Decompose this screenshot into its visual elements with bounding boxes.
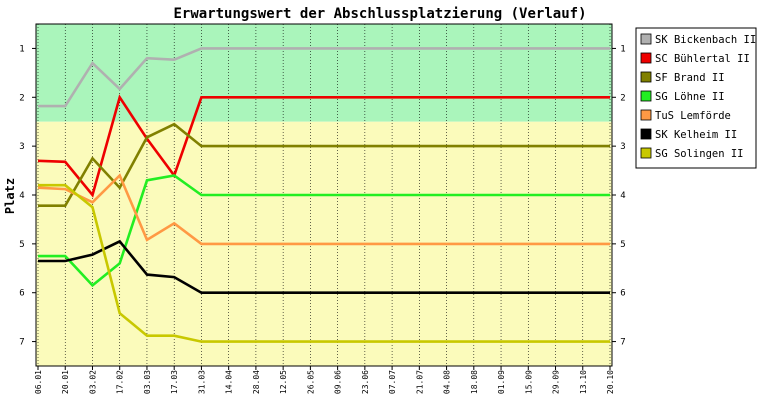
series-line-3 [38,174,610,288]
x-tick-label: 12.05 [279,370,288,394]
x-tick-label: 20.01 [61,370,70,394]
x-tick-label: 17.03 [170,370,179,394]
legend-label-3: SG Löhne II [655,91,725,103]
y-tick-label-left: 1 [19,44,24,54]
y-axis-ticks: 1 1 2 2 3 3 4 4 5 5 6 6 7 7 [19,44,625,347]
y-axis-label: Platz [3,178,17,214]
legend-label-2: SF Brand II [655,72,725,84]
x-tick-label: 20.10 [606,370,615,394]
legend-label-4: TuS Lemförde [655,110,731,122]
x-tick-label: 09.06 [334,370,343,394]
y-tick-label-right: 5 [620,240,625,250]
legend-swatch-0 [640,33,652,45]
legend-box [635,27,757,169]
legend-swatch-5 [640,128,652,140]
x-tick-label: 21.07 [415,370,424,394]
y-tick-label-left: 4 [19,191,24,201]
x-tick-label: 17.02 [116,370,125,394]
series-line-2 [38,122,610,207]
x-tick-label: 04.08 [443,370,452,394]
y-tick-label-left: 6 [19,289,24,299]
series-line-4 [37,173,610,246]
series-line-0 [38,47,610,108]
x-tick-label: 23.06 [361,370,370,394]
legend-swatch-2 [640,71,652,83]
series-line-1 [37,94,610,198]
x-tick-label: 13.10 [579,370,588,394]
y-tick-label-right: 6 [620,289,625,299]
series-line-6 [38,183,610,343]
y-tick-label-right: 2 [620,93,625,103]
x-tick-label: 29.09 [552,370,561,394]
series-line-5 [38,239,610,295]
x-tick-label: 06.01 [34,370,43,394]
y-tick-label-left: 5 [19,240,24,250]
x-tick-label: 01.09 [497,370,506,394]
x-tick-label: 03.02 [88,370,97,394]
x-tick-label: 28.04 [252,370,261,394]
legend-label-1: SC Bühlertal II [655,53,750,65]
legend-label-6: SG Solingen II [655,148,744,160]
y-tick-label-left: 7 [19,338,24,348]
legend-swatch-4 [640,109,652,121]
chart-title: Erwartungswert der Abschlussplatzierung … [173,6,586,22]
x-tick-label: 26.05 [306,370,315,394]
plot-area [35,23,613,367]
series-lines [37,47,610,343]
legend-swatch-6 [640,147,652,159]
x-tick-label: 14.04 [225,370,234,394]
band-0 [36,24,612,122]
legend-label-0: SK Bickenbach II [655,34,756,46]
y-tick-label-right: 7 [620,338,625,348]
legend-swatch-3 [640,90,652,102]
x-tick-label: 31.03 [197,370,206,394]
y-tick-label-right: 3 [620,142,625,152]
legend: SK Bickenbach II SC Bühlertal II SF Brand … [635,27,757,169]
y-tick-label-right: 1 [620,44,625,54]
legend-swatch-1 [640,52,652,64]
y-tick-label-left: 2 [19,93,24,103]
y-tick-label-right: 4 [620,191,625,201]
legend-label-5: SK Kelheim II [655,129,737,141]
x-tick-label: 03.03 [143,370,152,394]
y-tick-label-left: 3 [19,142,24,152]
x-tick-label: 07.07 [388,370,397,394]
x-tick-label: 18.08 [470,370,479,394]
x-tick-label: 15.09 [524,370,533,394]
